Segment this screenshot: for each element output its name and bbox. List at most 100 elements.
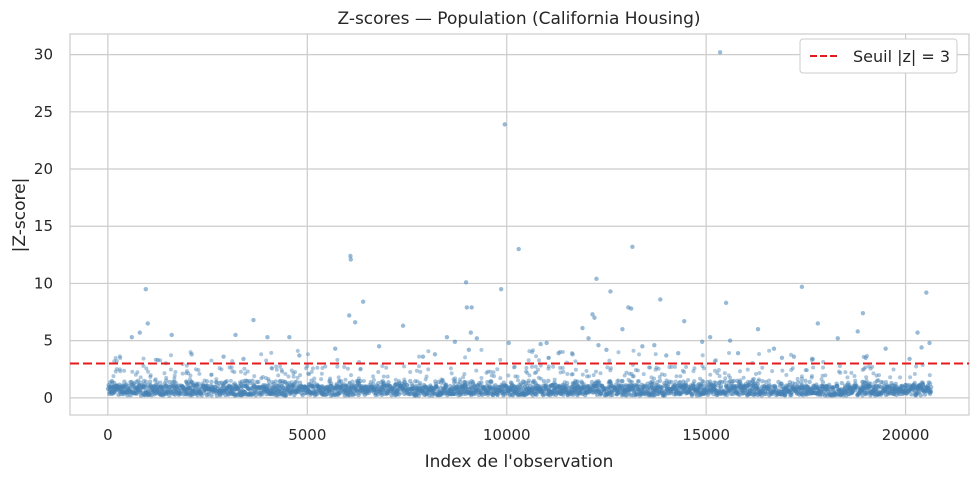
data-point xyxy=(216,384,221,389)
data-point xyxy=(112,359,117,364)
data-point xyxy=(767,348,772,353)
data-point xyxy=(584,368,589,373)
data-point xyxy=(227,365,232,370)
data-point xyxy=(506,373,511,378)
data-point xyxy=(319,371,324,376)
data-point xyxy=(358,367,363,372)
data-point xyxy=(853,378,858,383)
data-point xyxy=(629,380,635,385)
data-point xyxy=(489,380,494,385)
data-point xyxy=(727,351,732,356)
data-point xyxy=(658,297,663,302)
data-point xyxy=(605,365,610,370)
data-point xyxy=(413,379,418,384)
data-point xyxy=(608,289,613,294)
data-point xyxy=(469,305,474,310)
data-point xyxy=(546,364,551,369)
data-point xyxy=(184,369,189,374)
data-point xyxy=(760,365,765,370)
data-point xyxy=(274,367,279,372)
data-point xyxy=(705,392,711,397)
data-point xyxy=(657,375,662,380)
data-point xyxy=(821,365,826,370)
data-point xyxy=(708,372,713,377)
data-point xyxy=(144,379,149,384)
data-point xyxy=(348,253,353,259)
y-tick-label: 20 xyxy=(34,160,53,178)
data-point xyxy=(458,377,463,382)
data-point xyxy=(474,336,480,341)
data-point xyxy=(418,381,423,386)
data-point xyxy=(371,377,376,382)
data-point xyxy=(870,364,875,369)
data-point xyxy=(199,393,204,398)
data-point xyxy=(506,340,511,346)
y-tick-label: 5 xyxy=(43,332,53,350)
data-point xyxy=(232,370,237,375)
data-point xyxy=(310,366,315,371)
data-point xyxy=(558,365,563,370)
data-point xyxy=(757,352,762,357)
data-point xyxy=(753,371,758,376)
data-point xyxy=(336,375,341,380)
data-point xyxy=(552,377,557,382)
data-point xyxy=(402,364,407,369)
data-point xyxy=(172,373,177,378)
data-point xyxy=(479,380,484,385)
data-point xyxy=(919,345,924,350)
data-point xyxy=(230,369,235,374)
data-point xyxy=(654,365,659,370)
data-point xyxy=(664,353,669,358)
data-point xyxy=(444,334,450,340)
data-point xyxy=(680,368,685,373)
data-point xyxy=(111,374,116,379)
data-point xyxy=(141,378,147,384)
data-point xyxy=(717,374,722,379)
data-point xyxy=(912,380,917,386)
data-point xyxy=(860,310,866,316)
data-point xyxy=(122,368,127,373)
data-point xyxy=(533,364,538,369)
data-point xyxy=(745,367,750,372)
data-point xyxy=(293,369,298,374)
data-point xyxy=(224,379,229,384)
data-point xyxy=(573,359,578,364)
data-point xyxy=(891,367,896,372)
data-point xyxy=(669,379,674,385)
data-point xyxy=(585,374,590,379)
data-point xyxy=(866,364,871,369)
data-point xyxy=(145,321,150,326)
data-point xyxy=(251,317,256,323)
plot-area-frame xyxy=(69,33,970,416)
data-point xyxy=(864,375,869,380)
data-point xyxy=(466,347,472,352)
x-tick-label: 5000 xyxy=(288,426,326,444)
data-point xyxy=(641,372,646,377)
data-point xyxy=(512,365,517,370)
data-point xyxy=(453,376,458,381)
data-point xyxy=(307,372,312,377)
data-point xyxy=(635,368,640,373)
data-point xyxy=(114,367,119,372)
data-point xyxy=(250,378,255,383)
data-point xyxy=(807,379,812,385)
data-point xyxy=(397,379,402,384)
data-point xyxy=(350,379,355,384)
data-point xyxy=(515,374,520,379)
data-point xyxy=(780,368,785,373)
data-point xyxy=(927,381,933,386)
data-point xyxy=(113,369,118,374)
data-point xyxy=(426,367,431,372)
data-point xyxy=(616,378,621,383)
data-point xyxy=(180,371,185,376)
legend-box xyxy=(799,38,958,74)
data-point xyxy=(784,372,789,377)
data-point xyxy=(319,377,324,382)
data-point xyxy=(173,369,178,374)
data-point xyxy=(298,373,303,378)
data-point xyxy=(474,368,479,373)
data-point xyxy=(252,374,257,379)
data-point xyxy=(700,378,705,384)
data-point xyxy=(877,373,882,378)
